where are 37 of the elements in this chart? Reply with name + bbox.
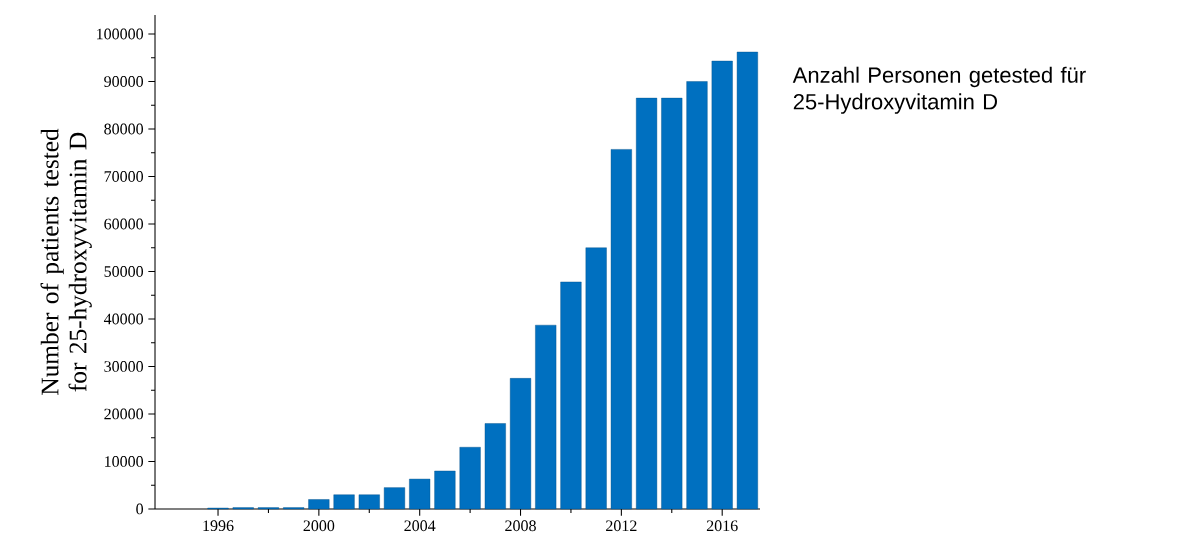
y-tick-label: 70000 (104, 171, 144, 182)
bar (484, 423, 506, 510)
bar (686, 81, 708, 510)
bar (308, 499, 330, 510)
y-tick-label: 80000 (104, 123, 144, 135)
bar (610, 149, 632, 510)
bar (358, 494, 380, 510)
bar (711, 60, 733, 510)
y-tick-label: 90000 (104, 76, 144, 87)
y-tick-label: 100000 (97, 28, 144, 40)
bar (459, 447, 481, 510)
x-tick-label: 2016 (706, 520, 738, 532)
x-tick-label: 2008 (505, 520, 536, 532)
bar (434, 470, 456, 510)
bar (560, 281, 582, 510)
bar (585, 247, 607, 510)
y-tick-label: 20000 (104, 408, 144, 420)
bar (333, 494, 355, 510)
x-tick-label: 1996 (203, 520, 234, 532)
x-tick-label: 2000 (303, 520, 335, 532)
bar (535, 324, 557, 510)
bar (661, 97, 683, 510)
y-tick-label: 0 (136, 503, 144, 515)
bar (736, 51, 758, 510)
y-tick-label: 40000 (103, 313, 144, 325)
bar (636, 97, 658, 510)
y-axis-title: Number of patients tested for 25-hydroxyvitamin D (40, 128, 92, 395)
y-tick-label: 30000 (104, 361, 144, 372)
y-tick-label: 60000 (104, 218, 144, 230)
bar (509, 378, 532, 510)
bar (383, 487, 406, 510)
y-tick-label: 50000 (104, 266, 144, 277)
text: Anzahl Personen getested für 25-Hydroxyvitamin D (792, 66, 1086, 114)
x-tick-label: 2004 (404, 520, 436, 532)
bar (409, 478, 431, 510)
x-tick-label: 2012 (606, 520, 637, 532)
y-tick-label: 10000 (105, 456, 144, 467)
